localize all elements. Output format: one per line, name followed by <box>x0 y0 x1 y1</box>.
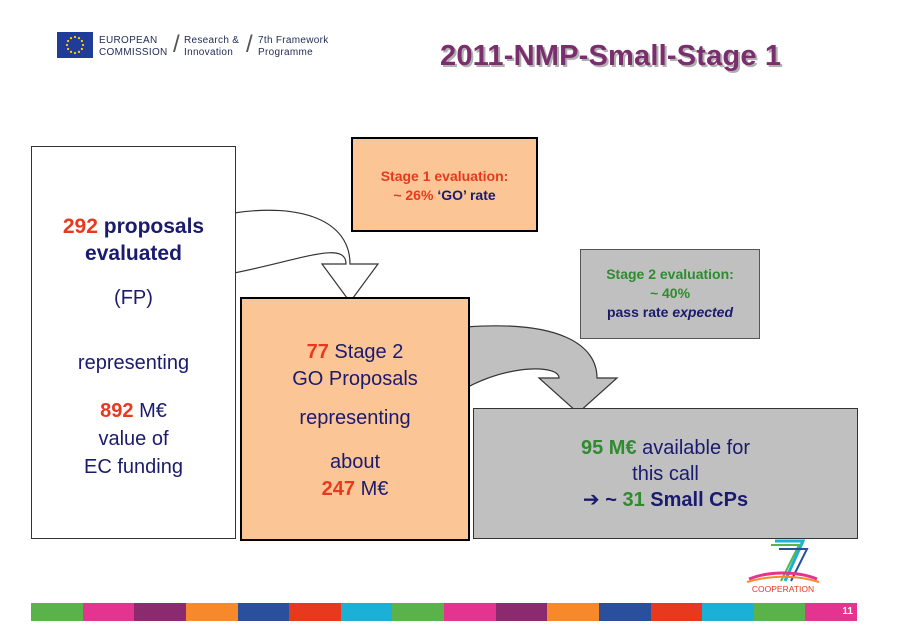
ec-logo: EUROPEAN COMMISSION / Research & Innovat… <box>57 32 336 66</box>
stage1-rate: ~ 26% <box>393 187 438 203</box>
ec-name: EUROPEAN COMMISSION <box>99 35 168 59</box>
arrow-icon: ➔ ~ <box>582 489 623 511</box>
color-strip: 11 <box>31 603 857 621</box>
stage2-rate: ~ 40% <box>649 285 691 301</box>
fp-label: (FP) <box>114 287 153 309</box>
available-funding-box: 95 M€ available for this call ➔ ~ 31 Sma… <box>473 408 858 539</box>
strip-segment <box>185 603 238 621</box>
proposals-evaluated-box: 292 proposals evaluated (FP) representin… <box>31 146 236 539</box>
strip-segment <box>392 603 444 621</box>
evaluated-label: evaluated <box>85 242 182 265</box>
strip-segment <box>753 603 806 621</box>
pass-rate-label: pass rate <box>606 304 673 320</box>
go-rate-label: ‘GO’ rate <box>437 187 496 203</box>
eu-flag-icon <box>57 32 93 58</box>
slash-divider: / <box>173 31 180 58</box>
about-amount: about 247 M€ <box>242 449 468 503</box>
page-number: 11 <box>842 606 853 617</box>
stage2-text: Stage 2 evaluation: ~ 40% pass rate expe… <box>581 265 759 322</box>
strip-segment <box>702 603 754 621</box>
representing-label: representing <box>299 407 411 429</box>
value-of-label: value of <box>98 428 169 450</box>
cooperation-label: COOPERATION <box>751 584 815 594</box>
go-amount-unit: M€ <box>355 478 389 500</box>
strip-segment <box>340 603 393 621</box>
strip-segment <box>31 603 83 621</box>
funding-amount: 892 <box>100 400 134 422</box>
strip-segment <box>805 603 857 621</box>
ri-line2: Innovation <box>184 47 234 58</box>
stage2-go-heading: 77 Stage 2 GO Proposals <box>242 339 468 393</box>
stage2-go-box: 77 Stage 2 GO Proposals representing abo… <box>240 297 470 541</box>
strip-segment <box>134 603 186 621</box>
available-text: 95 M€ available for this call ➔ ~ 31 Sma… <box>474 435 857 513</box>
stage2-label: Stage 2 evaluation: <box>606 266 734 282</box>
about-label: about <box>329 451 381 473</box>
expected-label: expected <box>672 304 734 320</box>
stage1-label: Stage 1 evaluation: <box>380 168 509 184</box>
slash-divider: / <box>246 31 253 58</box>
representing-label: representing <box>77 352 190 374</box>
stage2-evaluation-box: Stage 2 evaluation: ~ 40% pass rate expe… <box>580 249 760 339</box>
proposals-heading: 292 proposals evaluated <box>32 213 235 267</box>
curved-arrow-icon <box>465 325 619 414</box>
go-count: 77 <box>306 341 329 363</box>
this-call-label: this call <box>632 463 699 485</box>
cps-count: 31 <box>622 489 645 511</box>
funding-unit: M€ <box>133 400 167 422</box>
stage1-text: Stage 1 evaluation: ~ 26% ‘GO’ rate <box>353 167 536 205</box>
ec-funding-label: EC funding <box>84 456 183 478</box>
available-label: available for <box>636 437 750 459</box>
fp-name: 7th Framework Programme <box>258 35 329 59</box>
ec-line2: COMMISSION <box>99 47 168 58</box>
cooperation-logo: COOPERATION <box>741 537 825 597</box>
fp-line2: Programme <box>258 47 313 58</box>
funding-value: 892 M€ value of EC funding <box>32 397 235 481</box>
strip-segment <box>289 603 341 621</box>
strip-segment <box>598 603 651 621</box>
strip-segment <box>650 603 703 621</box>
strip-segment <box>237 603 290 621</box>
available-amount: 95 M€ <box>581 437 637 459</box>
ri-line1: Research & <box>184 35 240 46</box>
ri-name: Research & Innovation <box>184 35 239 59</box>
fp-line1: 7th Framework <box>258 35 329 46</box>
small-cps-label: Small CPs <box>644 489 749 511</box>
fp7-icon <box>746 539 820 583</box>
strip-segment <box>495 603 548 621</box>
ec-line1: EUROPEAN <box>99 35 158 46</box>
slide-title: 2011-NMP-Small-Stage 1 <box>440 40 782 72</box>
proposal-count: 292 <box>62 215 98 238</box>
stage2-label: Stage 2 <box>328 341 404 363</box>
strip-segment <box>82 603 135 621</box>
strip-segment <box>444 603 496 621</box>
stage1-evaluation-box: Stage 1 evaluation: ~ 26% ‘GO’ rate <box>351 137 538 232</box>
go-amount: 247 <box>321 478 356 500</box>
strip-segment <box>547 603 599 621</box>
proposals-label: proposals <box>97 215 205 238</box>
go-proposals-label: GO Proposals <box>292 368 418 390</box>
